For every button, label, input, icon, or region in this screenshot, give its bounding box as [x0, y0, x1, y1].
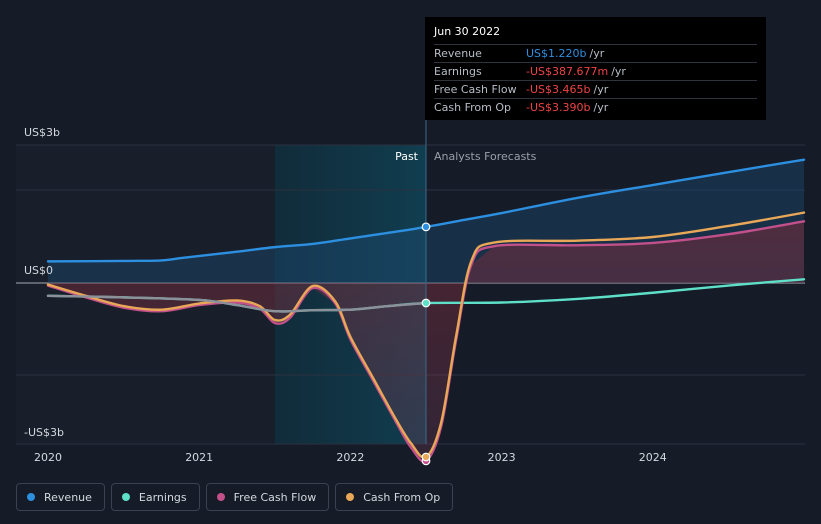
revenue-line — [46, 158, 806, 263]
chart-area: US$3b US$0 -US$3b 2020 2021 2022 2023 2024 Past A… — [16, 120, 806, 466]
tooltip: Jun 30 2022 Revenue US$1.220b /yr Earnin… — [425, 17, 766, 120]
tooltip-label: Earnings — [434, 65, 482, 78]
tooltip-row-earnings: Earnings -US$387.677m /yr — [434, 62, 757, 80]
legend-dot-icon — [27, 493, 35, 501]
tooltip-row-revenue: Revenue US$1.220b /yr — [434, 44, 757, 62]
tooltip-label: Cash From Op — [434, 101, 512, 114]
legend-item-revenue[interactable]: Revenue — [16, 483, 105, 511]
tooltip-value: -US$387.677m — [526, 65, 609, 78]
tooltip-row-free-cash-flow: Free Cash Flow -US$3.465b /yr — [434, 80, 757, 98]
earnings-past-line — [46, 294, 428, 313]
legend-dot-icon — [121, 493, 130, 501]
x-tick-label: 2022 — [336, 451, 364, 464]
tooltip-unit: /yr — [593, 83, 609, 96]
y-tick-label: US$3b — [24, 126, 60, 139]
cash-from-op-marker — [421, 452, 431, 462]
legend-label: Earnings — [138, 490, 187, 504]
legend-dot-icon — [346, 493, 355, 501]
x-tick-label: 2020 — [34, 451, 62, 464]
cash-from-op-line — [46, 211, 806, 459]
free-cash-flow-line — [46, 220, 806, 463]
y-tick-label: US$0 — [24, 264, 53, 277]
x-tick-label: 2024 — [639, 451, 667, 464]
past-label: Past — [395, 150, 419, 163]
tooltip-label: Revenue — [434, 47, 482, 60]
forecast-label: Analysts Forecasts — [434, 150, 537, 163]
earnings-marker — [421, 298, 431, 308]
revenue-marker — [421, 222, 431, 232]
tooltip-unit: /yr — [611, 65, 626, 78]
tooltip-label: Free Cash Flow — [434, 83, 517, 96]
tooltip-date: Jun 30 2022 — [434, 25, 501, 38]
legend-dot-icon — [216, 493, 225, 501]
tooltip-row-cash-from-op: Cash From Op -US$3.390b /yr — [434, 98, 757, 116]
legend-item-earnings[interactable]: Earnings — [110, 483, 200, 511]
tooltip-value: -US$3.390b — [526, 101, 591, 114]
tooltip-unit: /yr — [589, 47, 605, 60]
x-tick-label: 2023 — [488, 451, 516, 464]
legend: Revenue Earnings Free Cash Flow Cash Fro… — [16, 483, 454, 511]
legend-label: Free Cash Flow — [233, 490, 317, 504]
tooltip-value: -US$3.465b — [526, 83, 591, 96]
tooltip-unit: /yr — [593, 101, 609, 114]
legend-label: Revenue — [44, 490, 92, 504]
legend-item-cash-from-op[interactable]: Cash From Op — [335, 483, 454, 511]
y-tick-label: -US$3b — [24, 426, 64, 439]
legend-item-free-cash-flow[interactable]: Free Cash Flow — [205, 483, 330, 511]
legend-label: Cash From Op — [363, 490, 441, 504]
tooltip-value: US$1.220b — [526, 47, 587, 60]
x-tick-label: 2021 — [185, 451, 213, 464]
